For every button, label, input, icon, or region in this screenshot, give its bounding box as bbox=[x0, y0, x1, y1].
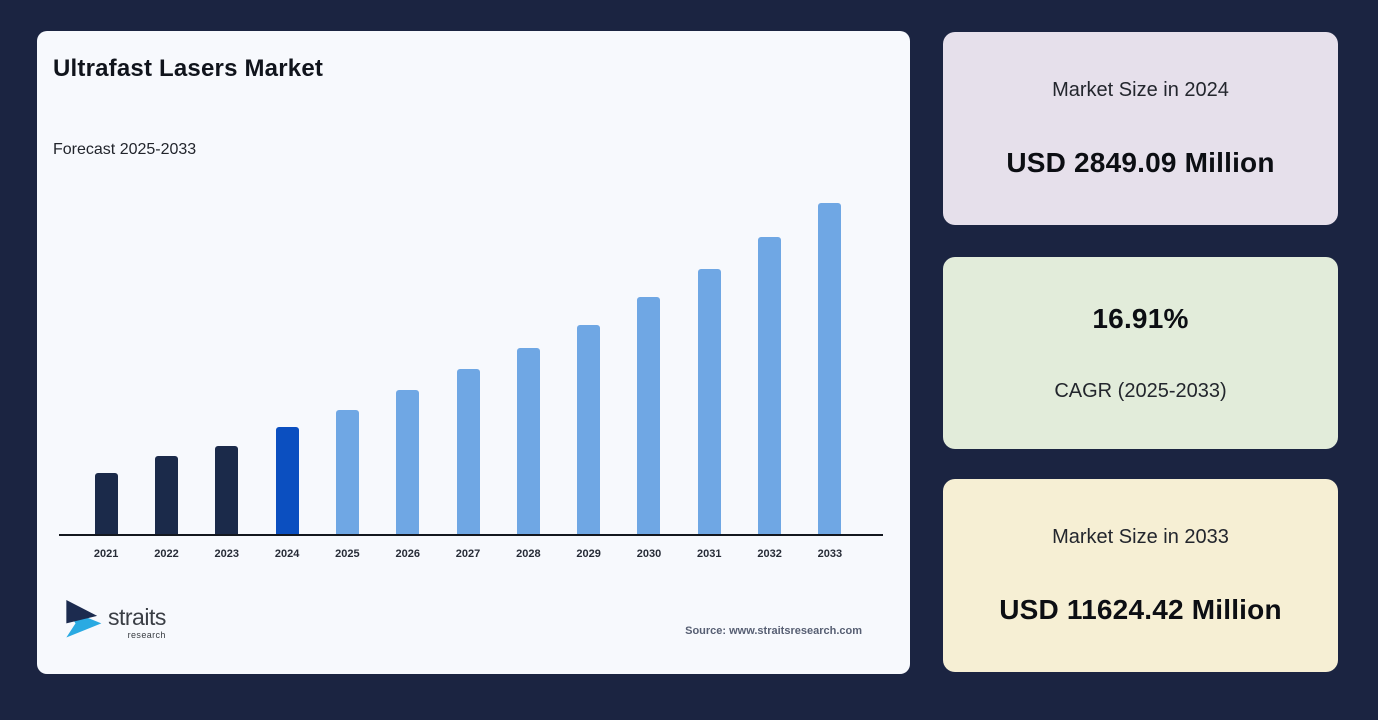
bar-2033 bbox=[818, 203, 842, 534]
bar-column-2025 bbox=[317, 189, 377, 534]
x-label-2028: 2028 bbox=[516, 548, 541, 560]
market-2033-label: Market Size in 2033 bbox=[1052, 525, 1229, 548]
straits-logo: straits research bbox=[63, 595, 166, 650]
market-2024-label: Market Size in 2024 bbox=[1052, 78, 1229, 101]
straits-logo-text: straits research bbox=[108, 603, 166, 640]
x-label-2024: 2024 bbox=[274, 548, 300, 560]
x-label-2026: 2026 bbox=[395, 548, 420, 560]
bar-2022 bbox=[154, 456, 178, 534]
x-label-2029: 2029 bbox=[576, 548, 601, 560]
source-text: Source: www.straitsresearch.com bbox=[685, 625, 862, 637]
x-label-2027: 2027 bbox=[455, 548, 481, 560]
bar-2031 bbox=[697, 269, 721, 534]
bar-column-2033 bbox=[800, 189, 860, 534]
cagr-label: CAGR (2025-2033) bbox=[1054, 380, 1227, 402]
chart-panel: Ultrafast Lasers Market Forecast 2025-20… bbox=[37, 31, 910, 674]
x-labels-row: 2021 2022 2023 2024 2025 2026 2027 2028 2029 2030… bbox=[76, 548, 860, 564]
x-label-2023: 2023 bbox=[214, 548, 240, 560]
stat-card-market-2033: Market Size in 2033 USD 11624.42 Million bbox=[943, 479, 1338, 672]
logo-subtext: research bbox=[127, 629, 166, 640]
bar-2027 bbox=[456, 369, 480, 534]
straits-logo-icon bbox=[63, 595, 103, 650]
bar-column-2024 bbox=[257, 189, 317, 534]
stat-card-cagr: 16.91% CAGR (2025-2033) bbox=[943, 257, 1338, 449]
x-label-2031: 2031 bbox=[697, 548, 722, 560]
bar-2030 bbox=[637, 297, 661, 534]
bar-column-2030 bbox=[619, 189, 679, 534]
bar-column-2032 bbox=[739, 189, 799, 534]
bar-column-2029 bbox=[559, 189, 619, 534]
bar-2026 bbox=[396, 390, 420, 534]
bar-2024 bbox=[275, 427, 299, 534]
bar-column-2027 bbox=[438, 189, 498, 534]
market-2024-value: USD 2849.09 Million bbox=[1006, 146, 1275, 178]
bar-2029 bbox=[577, 325, 601, 534]
x-label-2022: 2022 bbox=[154, 548, 179, 560]
bar-2021 bbox=[94, 473, 118, 534]
bar-2032 bbox=[758, 237, 782, 534]
bar-column-2026 bbox=[378, 189, 438, 534]
logo-name: straits bbox=[108, 603, 166, 630]
stat-card-market-2024: Market Size in 2024 USD 2849.09 Million bbox=[943, 32, 1338, 225]
bar-chart bbox=[76, 189, 860, 534]
x-axis-line bbox=[59, 534, 883, 536]
bar-2025 bbox=[335, 410, 359, 534]
market-2033-value: USD 11624.42 Million bbox=[999, 593, 1282, 625]
bar-column-2028 bbox=[498, 189, 558, 534]
x-label-2025: 2025 bbox=[335, 548, 360, 560]
x-label-2032: 2032 bbox=[757, 548, 782, 560]
x-label-2033: 2033 bbox=[817, 548, 843, 560]
x-label-2030: 2030 bbox=[636, 548, 662, 560]
bar-column-2031 bbox=[679, 189, 739, 534]
chart-title: Ultrafast Lasers Market bbox=[53, 55, 324, 82]
bar-2023 bbox=[215, 446, 239, 534]
x-label-2021: 2021 bbox=[93, 548, 119, 560]
chart-subtitle: Forecast 2025-2033 bbox=[53, 141, 197, 158]
cagr-value: 16.91% bbox=[1092, 303, 1189, 334]
bar-column-2022 bbox=[136, 189, 196, 534]
bar-column-2021 bbox=[76, 189, 136, 534]
bar-column-2023 bbox=[197, 189, 257, 534]
bar-2028 bbox=[516, 348, 540, 534]
